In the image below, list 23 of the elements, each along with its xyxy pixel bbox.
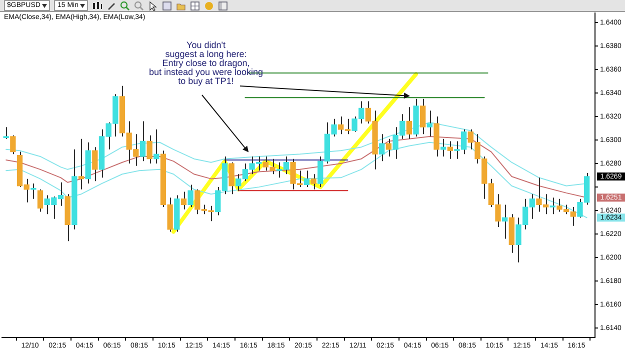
annotation: You didn't suggest a long here: Entry close to dragon, but instead you were looking to buy at TP1! bbox=[148, 40, 264, 86]
candlestick bbox=[426, 110, 432, 137]
candlestick bbox=[140, 120, 146, 162]
candlestick bbox=[3, 126, 9, 140]
candlestick bbox=[550, 197, 556, 215]
candlestick bbox=[386, 138, 392, 157]
candlestick bbox=[310, 174, 316, 190]
candlestick bbox=[440, 138, 446, 157]
candlestick bbox=[420, 98, 426, 135]
candlestick bbox=[146, 134, 152, 164]
candlestick bbox=[228, 162, 234, 195]
candlestick bbox=[379, 134, 385, 162]
candlestick bbox=[447, 140, 453, 160]
candlestick bbox=[78, 138, 84, 190]
candlestick bbox=[180, 191, 187, 210]
candlestick bbox=[406, 106, 412, 140]
candlestick bbox=[154, 128, 160, 164]
candlestick bbox=[188, 184, 194, 208]
candlestick bbox=[10, 134, 16, 155]
candlestick bbox=[304, 170, 310, 188]
candlestick bbox=[37, 188, 44, 212]
candlestick bbox=[502, 204, 508, 240]
candlestick bbox=[92, 146, 98, 182]
